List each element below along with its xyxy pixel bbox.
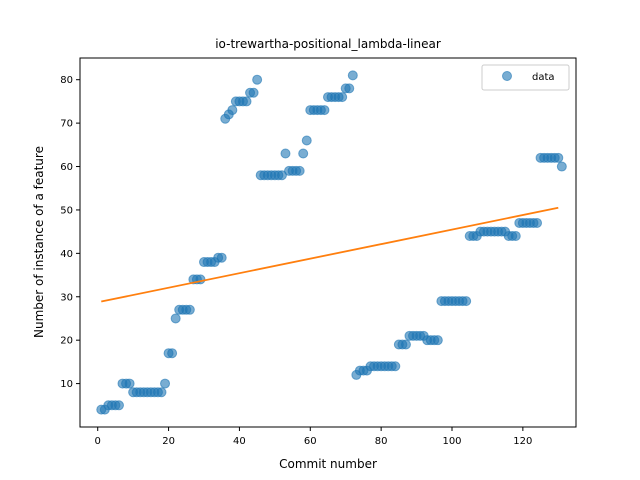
data-point [510, 230, 521, 241]
y-tick-label: 70 [60, 119, 73, 130]
data-point [298, 148, 309, 159]
plot-area [96, 70, 567, 415]
data-point [400, 339, 411, 350]
data-point [124, 378, 135, 389]
data-point [390, 361, 401, 372]
data-point [294, 165, 305, 176]
x-tick-label: 20 [162, 436, 175, 447]
data-point [227, 105, 238, 116]
data-point [216, 252, 227, 263]
y-tick-label: 40 [60, 249, 73, 260]
data-point [167, 348, 178, 359]
data-point [184, 304, 195, 315]
data-point [556, 161, 567, 172]
x-axis-label: Commit number [279, 457, 377, 471]
y-tick-label: 60 [60, 162, 73, 173]
data-point [344, 83, 355, 94]
data-point [241, 96, 252, 107]
legend: data [481, 64, 570, 91]
legend-label-data: data [532, 72, 555, 83]
data-point [432, 335, 443, 346]
axis-ticks: 0 20 40 60 80 100 120 10 20 30 40 50 60 70 80 [60, 75, 532, 447]
axes-frame [79, 57, 577, 428]
x-tick-label: 100 [442, 436, 461, 447]
x-tick-label: 0 [95, 436, 101, 447]
y-tick-label: 20 [60, 336, 73, 347]
data-point [301, 135, 312, 146]
data-point [156, 387, 167, 398]
data-point [276, 170, 287, 181]
y-tick-label: 50 [60, 205, 73, 216]
data-point [532, 217, 543, 228]
data-point [337, 92, 348, 103]
y-tick-label: 10 [60, 379, 73, 390]
data-point [319, 105, 330, 116]
data-point [170, 313, 181, 324]
y-tick-label: 80 [60, 75, 73, 86]
data-point [280, 148, 291, 159]
x-tick-label: 80 [375, 436, 388, 447]
legend-box [481, 64, 570, 91]
y-tick-label: 30 [60, 292, 73, 303]
data-point [252, 74, 263, 85]
data-point [248, 87, 259, 98]
chart-title: io-trewartha-positional_lambda-linear [215, 37, 441, 51]
data-point [461, 296, 472, 307]
x-tick-label: 60 [304, 436, 317, 447]
data-point [160, 378, 171, 389]
legend-marker-data [502, 71, 512, 81]
data-point [553, 152, 564, 163]
x-tick-label: 120 [513, 436, 532, 447]
y-axis-label: Number of instance of a feature [32, 146, 46, 338]
x-tick-label: 40 [233, 436, 246, 447]
data-point [347, 70, 358, 81]
data-point [113, 400, 124, 411]
trend-line [101, 206, 559, 303]
